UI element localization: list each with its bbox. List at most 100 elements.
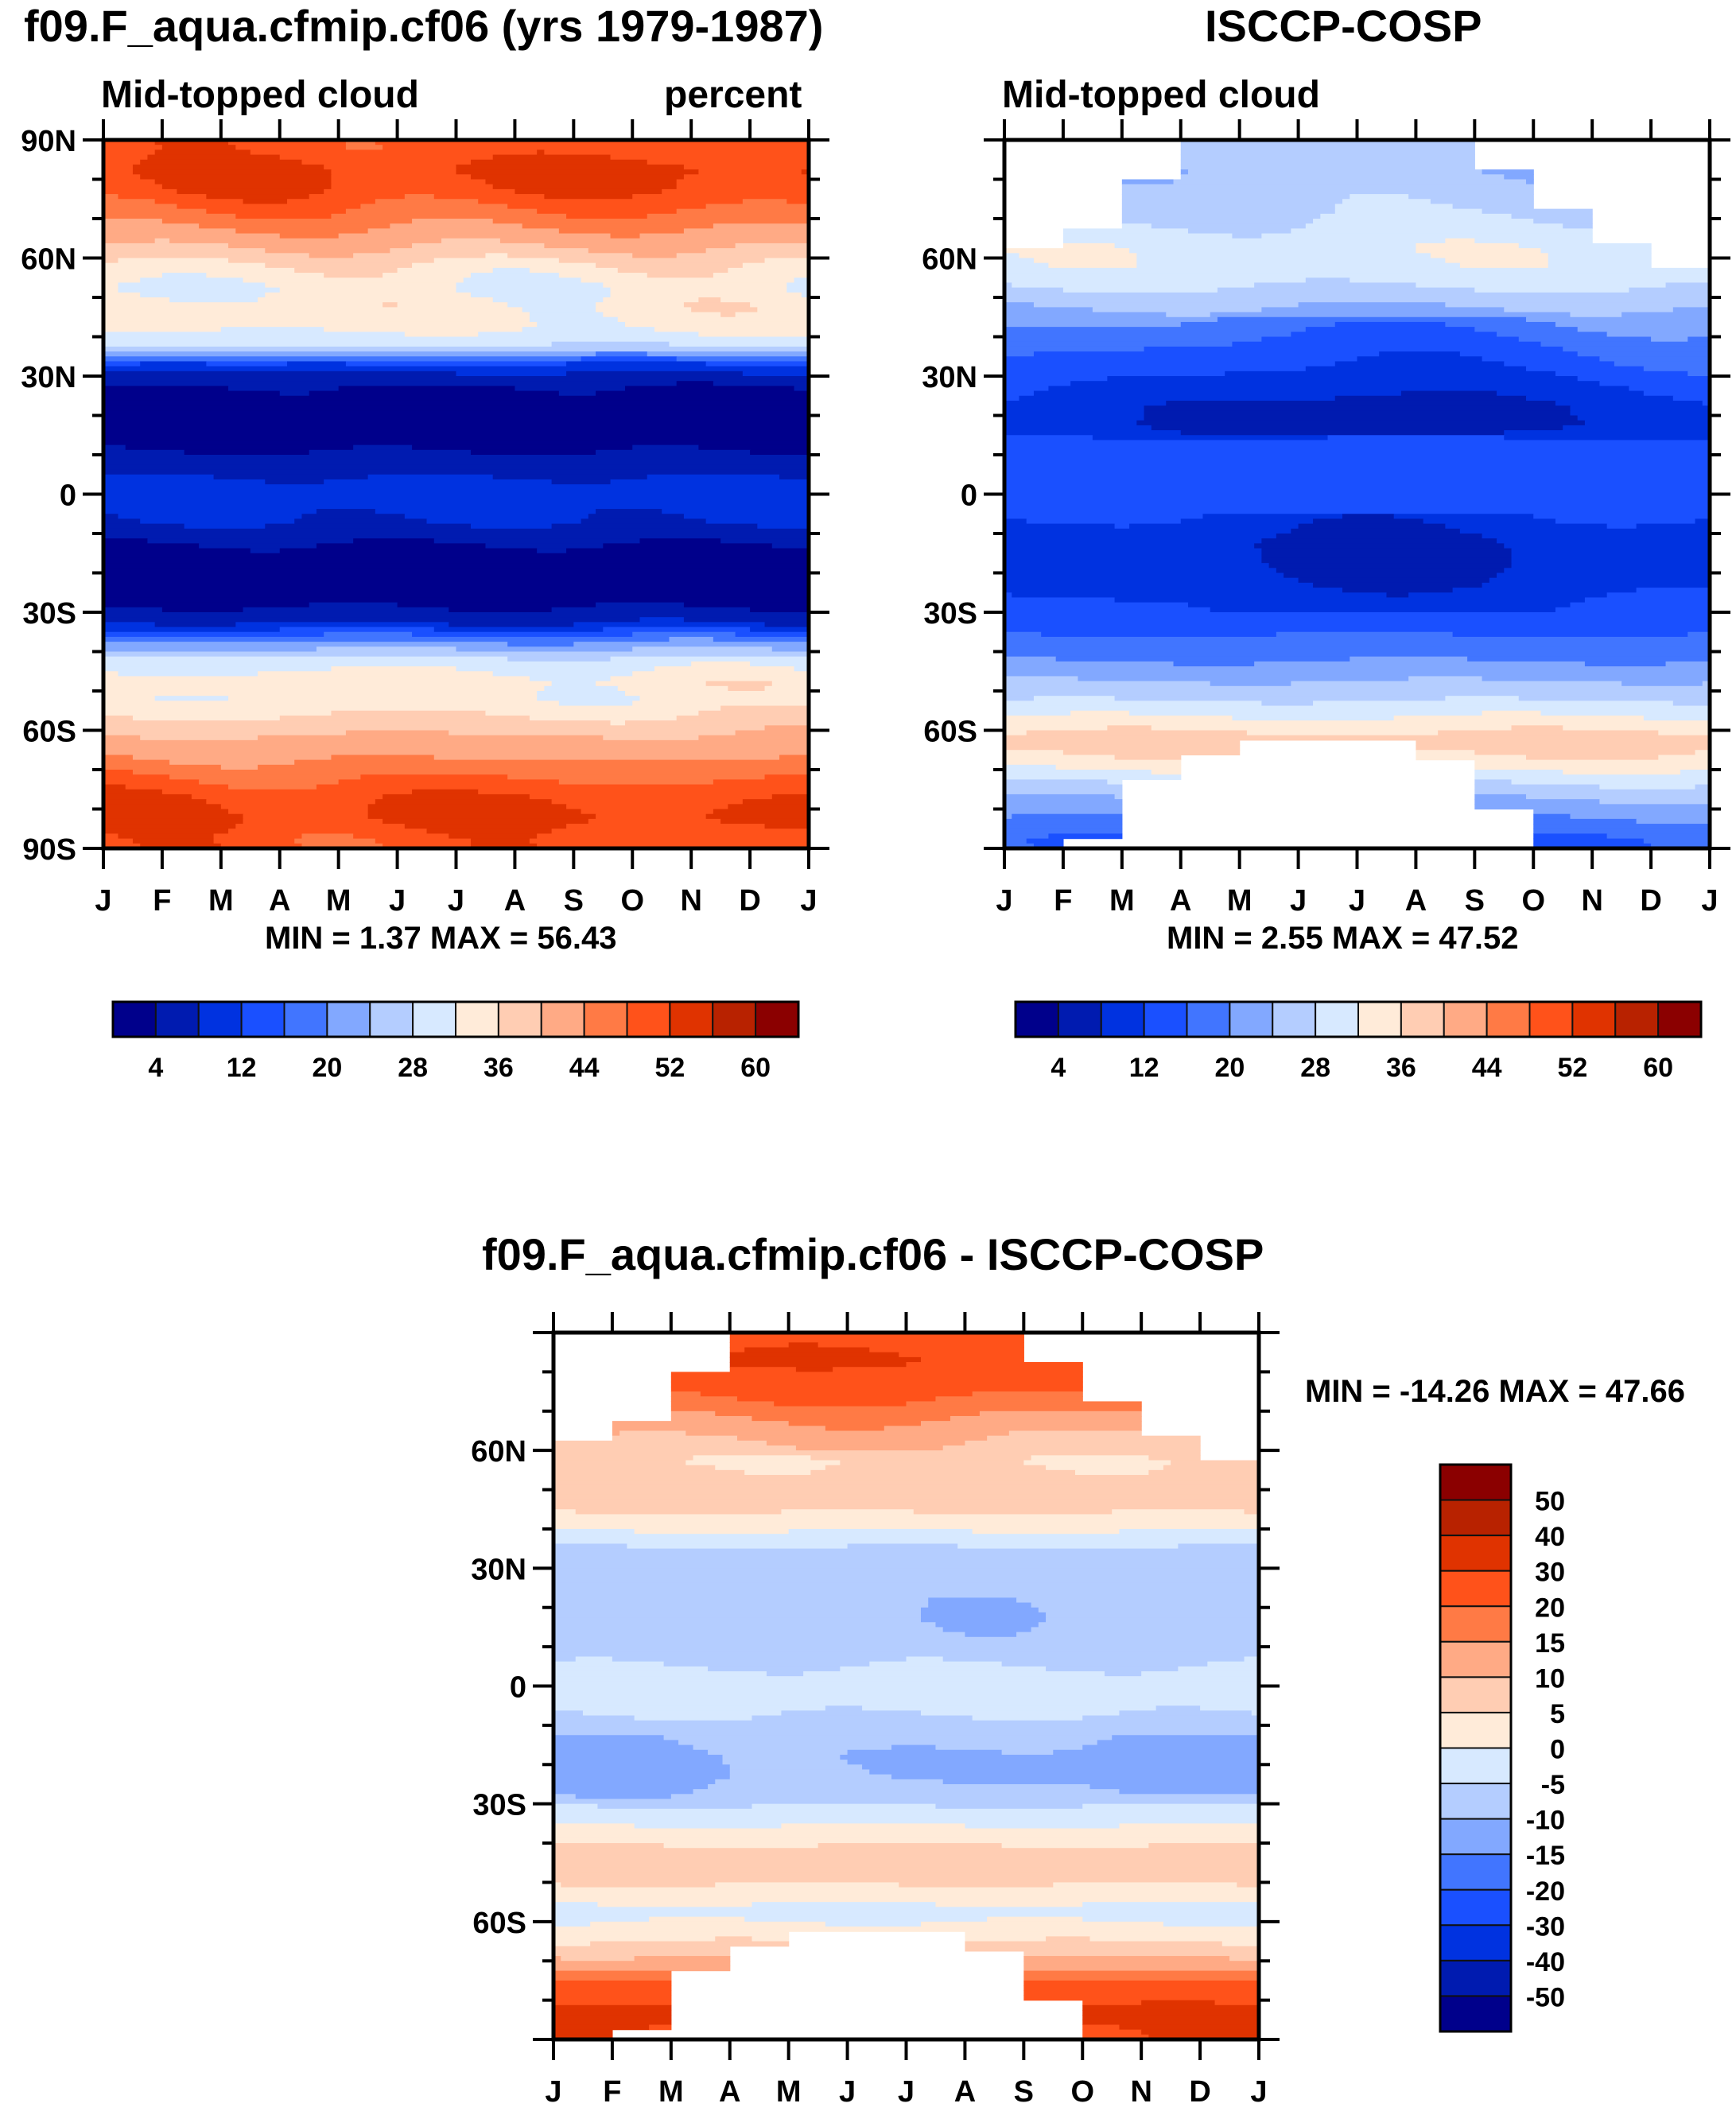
model-cell bbox=[683, 302, 751, 308]
diff-cell bbox=[1038, 1622, 1260, 1628]
diff-cell bbox=[553, 1779, 716, 1785]
model-cell bbox=[103, 420, 810, 426]
obs-cell bbox=[1180, 164, 1475, 170]
obs-cell bbox=[1474, 779, 1513, 786]
model-cell bbox=[676, 715, 810, 721]
model-cell bbox=[338, 386, 516, 392]
model-cell bbox=[118, 258, 229, 264]
model-lat-label: 90N bbox=[21, 125, 76, 158]
obs-cell bbox=[1004, 538, 1262, 544]
model-cell bbox=[228, 386, 340, 392]
model-cell bbox=[279, 154, 494, 161]
obs-cell bbox=[1416, 248, 1542, 254]
model-colorbar-label: 44 bbox=[569, 1053, 600, 1083]
model-cell bbox=[103, 588, 810, 593]
obs-colorbar-label: 60 bbox=[1643, 1053, 1673, 1083]
model-cell bbox=[470, 292, 612, 298]
obs-cell bbox=[1004, 622, 1711, 628]
diff-cell bbox=[553, 1931, 790, 1937]
model-cell bbox=[662, 188, 810, 195]
diff-cell bbox=[935, 1744, 1083, 1751]
obs-cell bbox=[1570, 813, 1711, 820]
model-cell bbox=[537, 833, 810, 840]
obs-lat-label: 60S bbox=[923, 716, 977, 749]
diff-cell bbox=[553, 1612, 922, 1618]
obs-cell bbox=[1180, 430, 1505, 436]
model-cell bbox=[566, 213, 648, 219]
obs-colorbar-label: 44 bbox=[1472, 1053, 1502, 1083]
model-cell bbox=[522, 307, 596, 313]
diff-colorbar-swatch bbox=[1439, 1499, 1512, 1537]
obs-cell bbox=[1643, 838, 1711, 844]
model-cell bbox=[625, 720, 810, 726]
model-cell bbox=[742, 371, 810, 377]
model-cell bbox=[537, 691, 626, 697]
model-cell bbox=[596, 302, 685, 308]
model-cell bbox=[507, 204, 707, 210]
obs-cell bbox=[1445, 302, 1711, 308]
diff-cell bbox=[1046, 1936, 1091, 1942]
obs-cell bbox=[1504, 568, 1711, 574]
obs-cell bbox=[1526, 395, 1674, 402]
obs-cell bbox=[1511, 557, 1711, 564]
obs-cell bbox=[1416, 243, 1520, 249]
obs-cell bbox=[1497, 572, 1711, 579]
obs-cell bbox=[1474, 789, 1711, 795]
model-cell bbox=[433, 755, 780, 761]
model-cell bbox=[103, 676, 530, 682]
diff-cell bbox=[708, 1783, 1091, 1790]
model-cell bbox=[265, 282, 457, 289]
model-cell bbox=[103, 444, 126, 451]
obs-cell bbox=[1459, 262, 1549, 269]
model-cell bbox=[103, 346, 810, 352]
obs-cell bbox=[1144, 415, 1579, 421]
diff-cell bbox=[670, 1411, 716, 1417]
diff-colorbar-swatch bbox=[1439, 1995, 1512, 2032]
diff-month-label: S bbox=[1014, 2075, 1034, 2109]
diff-cell bbox=[553, 1588, 1260, 1593]
obs-cell bbox=[1563, 725, 1711, 731]
obs-cell bbox=[1284, 572, 1497, 579]
obs-colorbar-swatch bbox=[1400, 1001, 1445, 1038]
model-cell bbox=[383, 302, 398, 308]
obs-cell bbox=[1004, 592, 1012, 599]
model-cell bbox=[492, 297, 604, 303]
obs-cell bbox=[1026, 518, 1182, 525]
model-cell bbox=[771, 794, 810, 800]
model-cell bbox=[544, 194, 633, 200]
model-cell bbox=[103, 607, 163, 613]
model-cell bbox=[103, 617, 641, 623]
model-cell bbox=[191, 794, 383, 800]
diff-cell bbox=[553, 1553, 1260, 1559]
obs-cell bbox=[1004, 312, 1167, 318]
diff-cell bbox=[553, 1563, 1260, 1569]
diff-cell bbox=[729, 1769, 870, 1775]
model-cell bbox=[279, 390, 310, 397]
model-cell bbox=[103, 376, 810, 382]
obs-cell bbox=[1136, 420, 1586, 426]
model-lat-label: 60S bbox=[22, 716, 76, 749]
diff-cell bbox=[553, 1799, 1260, 1805]
model-cell bbox=[390, 248, 589, 254]
model-cell bbox=[529, 838, 810, 844]
model-cell bbox=[426, 828, 553, 835]
model-cell bbox=[265, 523, 472, 530]
diff-cell bbox=[715, 1882, 899, 1888]
model-cell bbox=[132, 838, 215, 844]
model-cell bbox=[154, 179, 332, 185]
model-cell bbox=[103, 145, 163, 150]
diff-cell bbox=[1082, 1803, 1260, 1810]
diff-cell bbox=[1001, 1749, 1054, 1756]
obs-cell bbox=[1599, 784, 1696, 790]
obs-cell bbox=[1004, 671, 1711, 677]
obs-cell bbox=[1004, 534, 1277, 539]
model-cell bbox=[485, 543, 604, 549]
model-cell bbox=[698, 297, 721, 303]
diff-cell bbox=[1008, 1430, 1142, 1437]
diff-cell bbox=[899, 1882, 1054, 1888]
model-cell bbox=[103, 312, 530, 318]
model-cell bbox=[103, 755, 134, 761]
model-cell bbox=[537, 843, 810, 849]
diff-month-label: A bbox=[954, 2075, 976, 2109]
model-cell bbox=[324, 273, 383, 278]
